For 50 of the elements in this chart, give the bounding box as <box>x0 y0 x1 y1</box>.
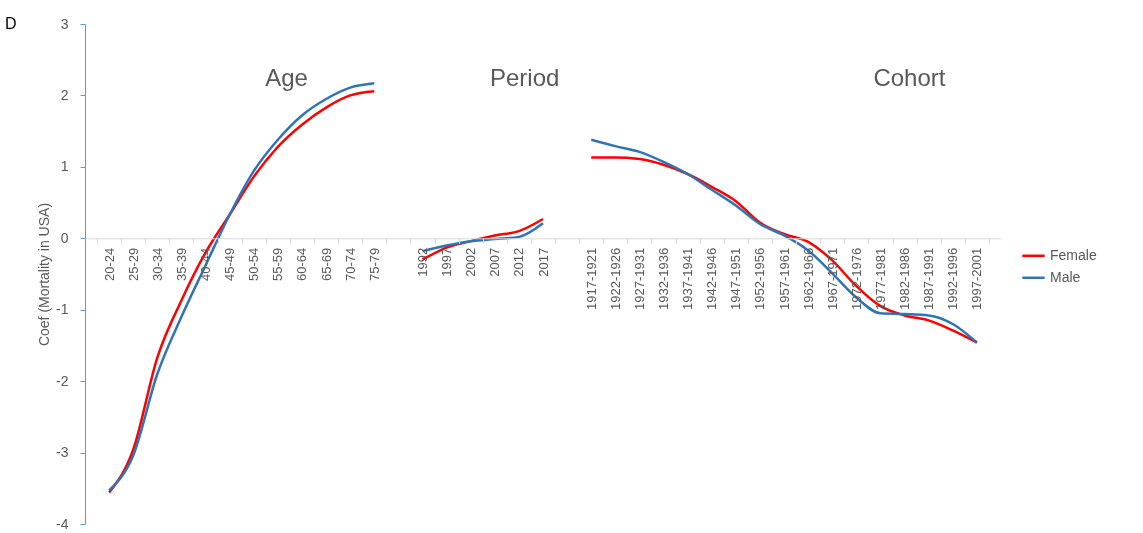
annotation: Age <box>265 64 308 91</box>
text: D <box>5 15 17 32</box>
x-tick-label: 20-24 <box>101 247 117 282</box>
y-tick-label: 1 <box>60 158 69 175</box>
x-tick-label: 1962-1966 <box>800 247 816 310</box>
x-tick-label: 2017 <box>535 247 551 277</box>
x-tick-label: 2002 <box>463 247 479 277</box>
x-tick-label: 1967-1971 <box>824 247 840 310</box>
x-tick-label: 45-49 <box>222 247 238 282</box>
x-tick-label: 1977-1981 <box>872 247 888 310</box>
x-tick-label: 60-64 <box>294 247 310 282</box>
x-tick-label: 1932-1936 <box>656 247 672 310</box>
x-tick-label: 1997-2001 <box>969 247 985 310</box>
x-tick-label: 50-54 <box>246 247 262 282</box>
x-tick-label: 25-29 <box>125 247 141 282</box>
x-tick-label: 1982-1986 <box>897 247 913 310</box>
y-axis-title: Coef (Mortality in USA) <box>36 202 53 347</box>
x-tick-label: 35-39 <box>173 247 189 282</box>
x-tick-label: 75-79 <box>366 247 382 282</box>
annotation: Period <box>489 64 560 91</box>
x-tick-label: 30-34 <box>149 247 165 282</box>
x-tick-label: 55-59 <box>270 247 286 282</box>
x-tick-label: 1942-1946 <box>704 247 720 310</box>
x-tick-label: 1937-1941 <box>680 247 696 310</box>
x-tick-label: 2012 <box>511 247 527 277</box>
x-tick-label: 2007 <box>487 247 503 277</box>
x-tick-label: 1957-1961 <box>776 247 792 310</box>
y-tick-label: 3 <box>60 15 69 32</box>
x-tick-label: 1972-1976 <box>848 247 864 310</box>
y-tick-label: -4 <box>56 515 69 532</box>
y-tick-label: 2 <box>60 86 69 103</box>
legend-label: Female <box>1050 246 1097 263</box>
x-tick-label: 1917-1921 <box>583 247 599 310</box>
x-tick-label: 1947-1951 <box>728 247 744 310</box>
x-tick-label: 1922-1926 <box>607 247 623 310</box>
x-tick-label: 1992 <box>414 247 430 277</box>
y-tick-label: -2 <box>56 372 69 389</box>
y-tick-label: 0 <box>60 229 69 246</box>
x-tick-label: 65-69 <box>318 247 334 282</box>
y-tick-label: -3 <box>56 444 69 461</box>
x-tick-label: 1997 <box>439 247 455 277</box>
y-tick-label: -1 <box>56 301 69 318</box>
x-tick-label: 1927-1931 <box>631 247 647 310</box>
x-tick-label: 40-44 <box>198 247 214 282</box>
x-tick-label: 1992-1996 <box>945 247 961 310</box>
x-tick-label: 70-74 <box>342 247 358 282</box>
x-tick-label: 1952-1956 <box>752 247 768 310</box>
x-tick-label: 1987-1991 <box>921 247 937 310</box>
legend-label: Male <box>1050 268 1081 285</box>
annotation: Cohort <box>873 64 946 91</box>
